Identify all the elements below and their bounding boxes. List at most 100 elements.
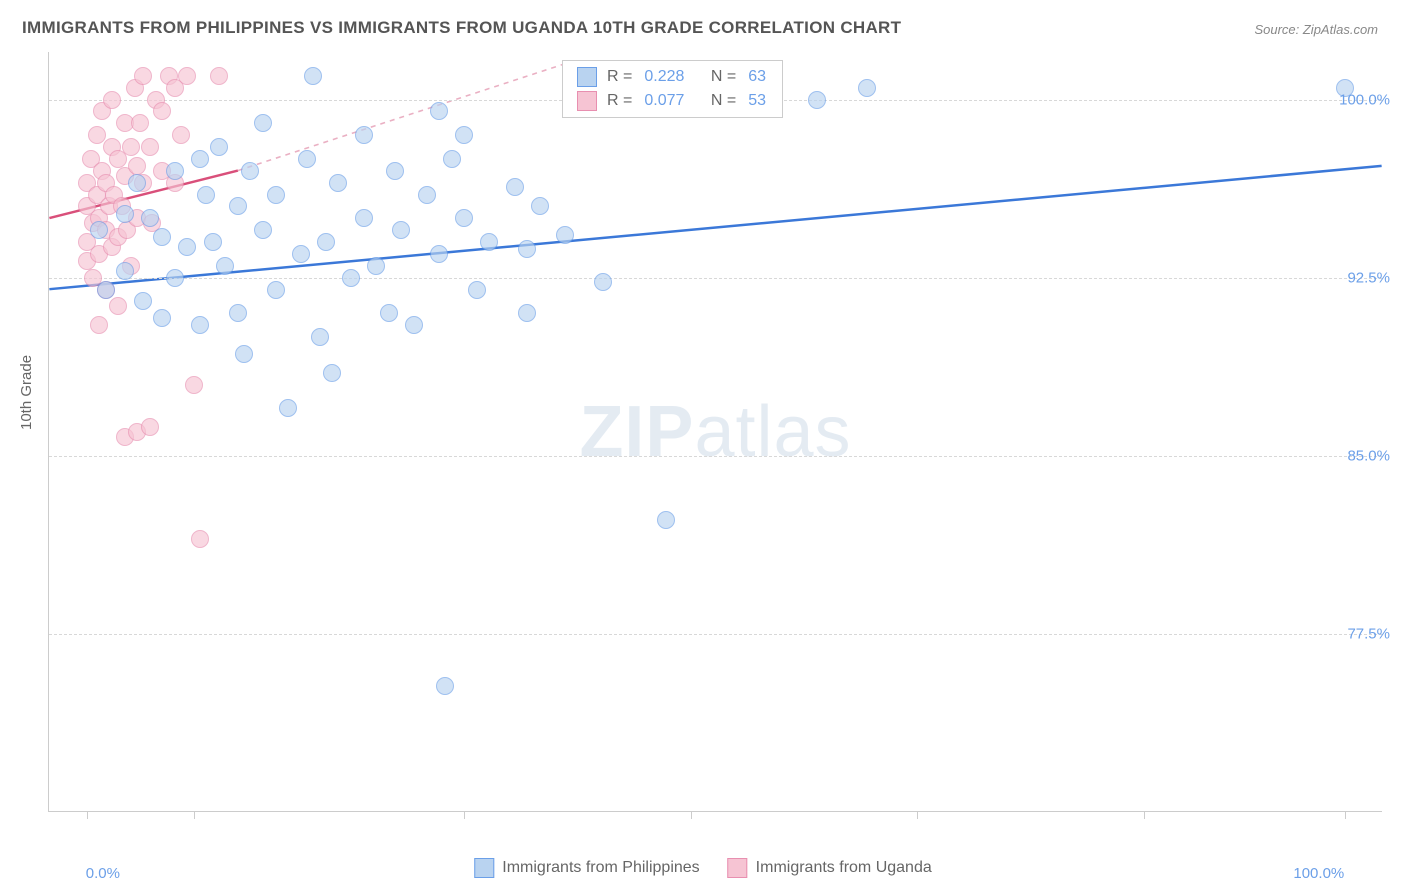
scatter-point — [90, 221, 108, 239]
legend-item-uganda: Immigrants from Uganda — [728, 858, 932, 878]
x-tick-label: 0.0% — [86, 865, 120, 882]
swatch-philippines — [577, 67, 597, 87]
scatter-point — [166, 162, 184, 180]
legend-correlation-box: R = 0.228 N = 63 R = 0.077 N = 53 — [562, 60, 783, 118]
scatter-point — [229, 304, 247, 322]
legend-series-bottom: Immigrants from Philippines Immigrants f… — [474, 858, 931, 878]
scatter-point — [191, 316, 209, 334]
scatter-point — [279, 399, 297, 417]
scatter-point — [392, 221, 410, 239]
scatter-point — [204, 233, 222, 251]
scatter-point — [556, 226, 574, 244]
n-label: N = — [711, 92, 736, 110]
scatter-point — [131, 114, 149, 132]
scatter-point — [267, 186, 285, 204]
y-tick-label: 100.0% — [1339, 91, 1390, 108]
scatter-point — [153, 309, 171, 327]
scatter-point — [455, 126, 473, 144]
scatter-point — [355, 209, 373, 227]
gridline-horizontal — [49, 634, 1382, 635]
scatter-point — [430, 102, 448, 120]
scatter-point — [405, 316, 423, 334]
scatter-point — [191, 150, 209, 168]
n-value-uganda: 53 — [748, 92, 766, 110]
trend-line — [238, 64, 565, 171]
swatch-uganda — [728, 858, 748, 878]
chart-title: IMMIGRANTS FROM PHILIPPINES VS IMMIGRANT… — [22, 18, 901, 38]
scatter-point — [531, 197, 549, 215]
scatter-point — [216, 257, 234, 275]
scatter-point — [311, 328, 329, 346]
scatter-point — [342, 269, 360, 287]
tick-vertical — [917, 811, 918, 819]
scatter-point — [292, 245, 310, 263]
scatter-point — [210, 138, 228, 156]
legend-row-philippines: R = 0.228 N = 63 — [563, 65, 782, 89]
tick-vertical — [691, 811, 692, 819]
scatter-point — [128, 157, 146, 175]
y-tick-label: 92.5% — [1347, 269, 1390, 286]
scatter-point — [134, 67, 152, 85]
scatter-point — [97, 281, 115, 299]
scatter-point — [317, 233, 335, 251]
scatter-point — [480, 233, 498, 251]
y-axis-label: 10th Grade — [18, 355, 35, 430]
r-label: R = — [607, 68, 632, 86]
x-tick-label: 100.0% — [1293, 865, 1344, 882]
scatter-point — [178, 67, 196, 85]
scatter-point — [141, 209, 159, 227]
tick-vertical — [1345, 811, 1346, 819]
scatter-point — [191, 530, 209, 548]
scatter-point — [178, 238, 196, 256]
gridline-horizontal — [49, 456, 1382, 457]
source-attribution: Source: ZipAtlas.com — [1254, 22, 1378, 37]
scatter-point — [122, 138, 140, 156]
scatter-point — [430, 245, 448, 263]
scatter-point — [241, 162, 259, 180]
legend-label: Immigrants from Uganda — [756, 859, 932, 877]
legend-item-philippines: Immigrants from Philippines — [474, 858, 699, 878]
scatter-point — [116, 262, 134, 280]
scatter-point — [329, 174, 347, 192]
scatter-point — [380, 304, 398, 322]
scatter-point — [386, 162, 404, 180]
n-label: N = — [711, 68, 736, 86]
scatter-point — [254, 114, 272, 132]
tick-vertical — [464, 811, 465, 819]
scatter-point — [197, 186, 215, 204]
scatter-point — [443, 150, 461, 168]
scatter-point — [267, 281, 285, 299]
scatter-point — [518, 304, 536, 322]
scatter-point — [229, 197, 247, 215]
swatch-philippines — [474, 858, 494, 878]
scatter-point — [594, 273, 612, 291]
scatter-point — [858, 79, 876, 97]
scatter-point — [153, 228, 171, 246]
scatter-point — [185, 376, 203, 394]
scatter-point — [153, 102, 171, 120]
scatter-point — [172, 126, 190, 144]
scatter-point — [808, 91, 826, 109]
scatter-point — [128, 174, 146, 192]
scatter-point — [90, 316, 108, 334]
scatter-point — [506, 178, 524, 196]
y-tick-label: 77.5% — [1347, 625, 1390, 642]
scatter-point — [323, 364, 341, 382]
scatter-point — [355, 126, 373, 144]
scatter-point — [254, 221, 272, 239]
scatter-point — [235, 345, 253, 363]
r-value-uganda: 0.077 — [644, 92, 684, 110]
scatter-point — [141, 138, 159, 156]
scatter-point — [657, 511, 675, 529]
scatter-point — [134, 292, 152, 310]
scatter-point — [518, 240, 536, 258]
r-value-philippines: 0.228 — [644, 68, 684, 86]
scatter-point — [298, 150, 316, 168]
tick-vertical — [194, 811, 195, 819]
scatter-point — [141, 418, 159, 436]
scatter-plot-area: ZIPatlas — [48, 52, 1382, 812]
scatter-point — [166, 269, 184, 287]
scatter-point — [436, 677, 454, 695]
trend-line — [49, 166, 1381, 289]
scatter-point — [109, 297, 127, 315]
